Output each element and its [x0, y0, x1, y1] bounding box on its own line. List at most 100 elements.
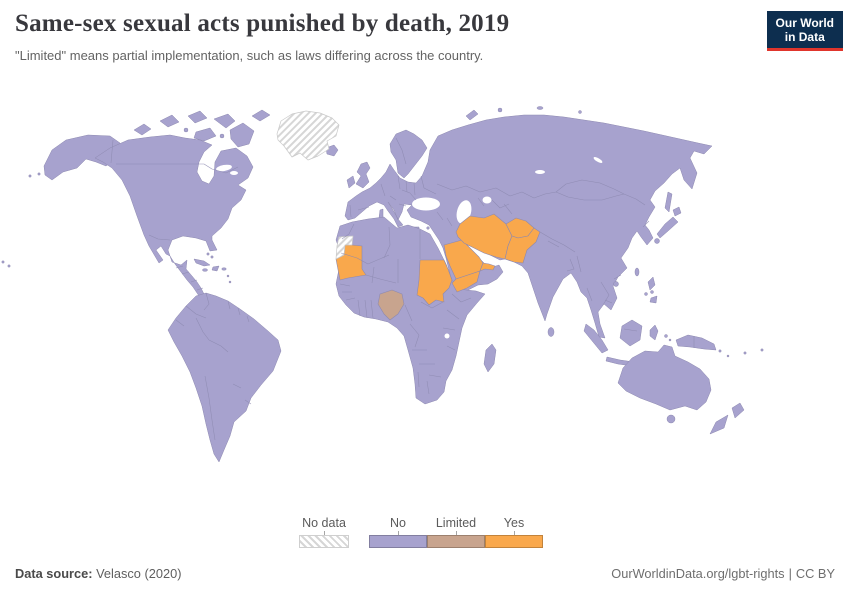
- island-kyushu: [654, 238, 660, 244]
- legend-item-yes: Yes: [485, 516, 543, 548]
- island-sri-lanka: [547, 327, 555, 337]
- island-novaya-zemlya[interactable]: [465, 109, 479, 121]
- arctic-island: [578, 110, 582, 114]
- aleutian-island: [28, 174, 32, 178]
- island-great-britain[interactable]: [355, 161, 371, 189]
- island-ellesmere[interactable]: [251, 109, 271, 122]
- island-hawaii: [1, 260, 5, 264]
- regions-no-data[interactable]: [276, 110, 354, 260]
- black-sea: [412, 197, 440, 211]
- arctic-island: [497, 107, 503, 113]
- license-link[interactable]: CC BY: [795, 566, 835, 581]
- landmass-north-america[interactable]: [94, 134, 254, 297]
- landmass-alaska[interactable]: [43, 134, 121, 181]
- island-new-guinea[interactable]: [675, 334, 717, 351]
- legend-scale: No Limited Yes: [369, 516, 543, 548]
- arctic-island: [536, 106, 544, 110]
- island-tasmania: [666, 414, 676, 424]
- arctic-island[interactable]: [187, 110, 208, 124]
- island-antilles: [228, 280, 232, 284]
- aral-sea: [482, 196, 492, 204]
- page-title: Same-sex sexual acts punished by death, …: [15, 10, 510, 37]
- island-honshu[interactable]: [656, 216, 679, 239]
- data-source-label: Data source:: [15, 566, 93, 581]
- owid-logo-line1: Our World: [775, 16, 834, 30]
- island-hokkaido[interactable]: [672, 206, 682, 217]
- island-puerto-rico: [221, 267, 227, 271]
- island-maluku: [668, 338, 672, 342]
- island-jamaica: [202, 268, 208, 272]
- footer-separator: |: [788, 566, 792, 581]
- landmass-south-america[interactable]: [167, 292, 282, 463]
- legend-tick: [513, 531, 515, 535]
- owid-logo-line2: in Data: [784, 30, 825, 44]
- great-lakes: [230, 171, 238, 175]
- arctic-island[interactable]: [133, 123, 152, 136]
- legend-label-yes: Yes: [503, 516, 525, 530]
- border-lines-africa: [339, 223, 472, 395]
- legend-label-no: No: [390, 516, 406, 530]
- island-hispaniola[interactable]: [211, 265, 220, 272]
- countries-limited[interactable]: [377, 289, 405, 321]
- footer-attribution: OurWorldinData.org/lgbt-rights | CC BY: [611, 566, 835, 581]
- island-bahamas: [206, 252, 210, 256]
- border-lines-asia: [436, 179, 695, 348]
- legend-tick: [455, 531, 457, 535]
- country-nigeria[interactable]: [377, 289, 405, 321]
- island-baffin[interactable]: [229, 122, 255, 148]
- arctic-island: [219, 133, 225, 139]
- island-sakhalin[interactable]: [664, 191, 673, 213]
- island-madagascar[interactable]: [483, 343, 497, 373]
- map-legend: No data No Limited Yes: [299, 516, 543, 548]
- country-sudan[interactable]: [416, 259, 453, 306]
- legend-swatch-no-data[interactable]: [299, 535, 349, 548]
- country-borders: [110, 137, 695, 441]
- owid-logo[interactable]: Our World in Data: [766, 11, 843, 51]
- island-new-zealand-north[interactable]: [731, 402, 745, 419]
- legend-swatch-limited[interactable]: [427, 535, 485, 548]
- countries-yes[interactable]: [335, 213, 541, 306]
- island-halmahera: [664, 334, 668, 338]
- lake-balkhash: [535, 170, 545, 174]
- island-taiwan: [634, 267, 640, 277]
- island-borneo[interactable]: [619, 319, 643, 347]
- inland-seas: [216, 157, 603, 339]
- island-cuba[interactable]: [193, 258, 211, 267]
- island-hainan: [613, 281, 619, 287]
- arctic-island[interactable]: [159, 114, 180, 128]
- border-lines-americas: [110, 139, 252, 441]
- legend-swatch-no[interactable]: [369, 535, 427, 548]
- island-sulawesi[interactable]: [649, 324, 659, 341]
- island-ireland[interactable]: [346, 175, 356, 189]
- island-mindanao[interactable]: [649, 295, 658, 304]
- island-victoria[interactable]: [193, 127, 217, 142]
- island-fiji: [760, 348, 764, 352]
- legend-label-limited: Limited: [435, 516, 477, 530]
- island-solomon: [726, 354, 730, 358]
- landmasses[interactable]: [1, 106, 764, 463]
- lake-victoria: [444, 333, 450, 339]
- landmass-australia[interactable]: [617, 344, 712, 411]
- chart-subtitle: "Limited" means partial implementation, …: [15, 48, 484, 63]
- arctic-island: [183, 127, 189, 133]
- island-sumatra[interactable]: [583, 323, 609, 354]
- legend-item-limited: Limited: [427, 516, 485, 548]
- legend-tick: [397, 531, 399, 535]
- island-new-zealand-south[interactable]: [709, 414, 729, 435]
- country-qatar-uae[interactable]: [479, 262, 496, 272]
- arctic-island[interactable]: [213, 113, 236, 129]
- legend-swatch-yes[interactable]: [485, 535, 543, 548]
- region-western-sahara[interactable]: [335, 235, 354, 260]
- landmass-scandinavia[interactable]: [389, 129, 428, 179]
- aleutian-island: [37, 172, 41, 176]
- landmass-africa[interactable]: [335, 216, 486, 405]
- region-greenland[interactable]: [276, 110, 340, 161]
- legend-label-no-data: No data: [302, 516, 346, 530]
- island-luzon[interactable]: [647, 276, 656, 291]
- country-pakistan[interactable]: [504, 227, 541, 264]
- world-map[interactable]: [0, 88, 850, 508]
- border-lines-europe: [349, 137, 453, 227]
- island-new-caledonia: [743, 351, 747, 355]
- owid-url-link[interactable]: OurWorldinData.org/lgbt-rights: [611, 566, 785, 581]
